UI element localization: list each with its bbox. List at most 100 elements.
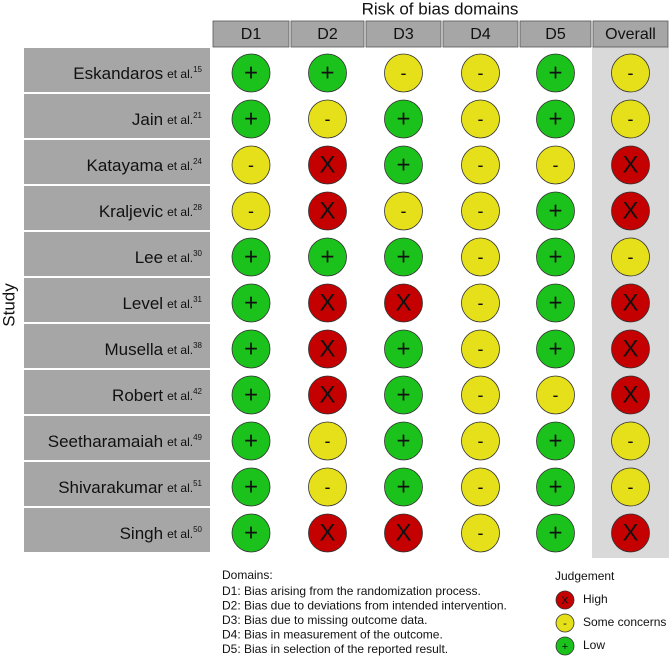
judgement-symbol: +	[396, 151, 410, 178]
judgement-symbol: -	[553, 155, 559, 175]
judgement-circle	[611, 329, 650, 369]
judgement-symbol: +	[244, 289, 258, 316]
judgement-circle	[461, 237, 500, 277]
judgement-circle	[536, 237, 575, 277]
study-label: Eskandaros et al.15	[73, 64, 202, 83]
legend-swatch	[555, 590, 575, 610]
judgement-symbol: -	[401, 201, 407, 221]
judgement-symbol: -	[478, 477, 484, 497]
judgement-circle	[461, 283, 500, 323]
judgement-circle	[536, 375, 575, 415]
judgement-symbol: +	[244, 335, 258, 362]
column-header-label: Overall	[605, 26, 656, 43]
judgement-circle	[231, 467, 271, 507]
judgement-symbol: -	[553, 385, 559, 405]
judgement-circle	[231, 421, 271, 461]
study-cell	[24, 94, 210, 138]
judgement-symbol: -	[325, 109, 331, 129]
legend-swatch	[555, 636, 575, 656]
judgement-circle	[384, 375, 423, 415]
judgement-symbol: -	[478, 339, 484, 359]
judgement-circle	[308, 421, 347, 461]
judgement-circle	[308, 329, 347, 369]
judgement-circle	[536, 191, 575, 231]
judgement-symbol: +	[320, 243, 334, 270]
column-header-label: D2	[317, 26, 338, 43]
judgement-circle	[308, 237, 347, 277]
judgement-symbol: +	[396, 381, 410, 408]
study-suffix: et al.	[167, 205, 193, 219]
judgement-circle	[308, 467, 347, 507]
domain-item: D5: Bias in selection of the reported re…	[222, 642, 448, 656]
judgement-symbol: X	[319, 197, 335, 224]
judgement-symbol: X	[319, 289, 335, 316]
judgement-symbol: +	[548, 289, 562, 316]
study-name: Level	[122, 294, 163, 313]
judgement-circle	[611, 421, 650, 461]
study-name: Jain	[132, 110, 163, 129]
judgement-circle	[611, 375, 650, 415]
judgement-circle	[536, 329, 575, 369]
study-suffix: et al.	[167, 159, 193, 173]
column-header-label: D5	[545, 26, 566, 43]
study-cell	[24, 232, 210, 276]
judgement-circle	[461, 53, 500, 93]
judgement-symbol: +	[244, 473, 258, 500]
judgement-circle	[461, 329, 500, 369]
study-label: Musella et al.38	[104, 340, 202, 359]
judgement-symbol: +	[548, 243, 562, 270]
judgement-circle	[231, 513, 271, 553]
judgement-circle	[231, 329, 271, 369]
judgement-circle	[461, 99, 500, 139]
judgement-symbol: +	[396, 427, 410, 454]
study-suffix: et al.	[167, 297, 193, 311]
judgement-circle	[308, 145, 347, 185]
judgement-circle	[384, 191, 423, 231]
judgement-symbol: X	[622, 151, 638, 178]
study-ref: 49	[193, 433, 202, 442]
judgement-circle	[231, 375, 271, 415]
judgement-circle	[461, 513, 500, 553]
study-label: Jain et al.21	[132, 110, 203, 129]
judgement-symbol: +	[548, 427, 562, 454]
judgement-circle	[384, 237, 423, 277]
judgement-circle	[611, 467, 650, 507]
judgement-circle	[461, 191, 500, 231]
judgement-symbol: +	[244, 105, 258, 132]
domain-item: D4: Bias in measurement of the outcome.	[222, 628, 443, 642]
judgement-circle	[536, 513, 575, 553]
column-header	[442, 20, 519, 48]
judgement-circle	[308, 375, 347, 415]
study-suffix: et al.	[167, 481, 193, 495]
study-ref: 51	[193, 479, 202, 488]
judgement-symbol: -	[325, 431, 331, 451]
judgement-symbol: +	[244, 427, 258, 454]
judgement-circle	[231, 283, 271, 323]
study-label: Singh et al.50	[120, 524, 203, 543]
legend-label: Some concerns	[583, 615, 666, 629]
judgement-symbol: -	[478, 431, 484, 451]
judgement-circle	[231, 191, 271, 231]
study-ref: 42	[193, 387, 202, 396]
study-ref: 38	[193, 341, 202, 350]
legend-symbol: -	[563, 618, 567, 630]
judgement-symbol: -	[248, 201, 254, 221]
column-header-label: D3	[393, 26, 414, 43]
study-ref: 24	[193, 157, 202, 166]
judgement-circle	[611, 99, 650, 139]
study-label: Kraljevic et al.28	[99, 202, 203, 221]
study-suffix: et al.	[167, 251, 193, 265]
judgement-symbol: +	[396, 473, 410, 500]
legend-symbol: +	[562, 641, 568, 653]
title: Risk of bias domains	[362, 0, 519, 18]
y-label: Study	[0, 283, 18, 327]
judgement-symbol: -	[628, 247, 634, 267]
judgement-symbol: X	[622, 335, 638, 362]
domain-item: D3: Bias due to missing outcome data.	[222, 613, 427, 627]
study-cell	[24, 186, 210, 230]
judgement-symbol: X	[395, 519, 411, 546]
study-cell	[24, 508, 210, 552]
judgement-symbol: -	[478, 63, 484, 83]
study-ref: 21	[193, 111, 202, 120]
judgement-circle	[308, 191, 347, 231]
